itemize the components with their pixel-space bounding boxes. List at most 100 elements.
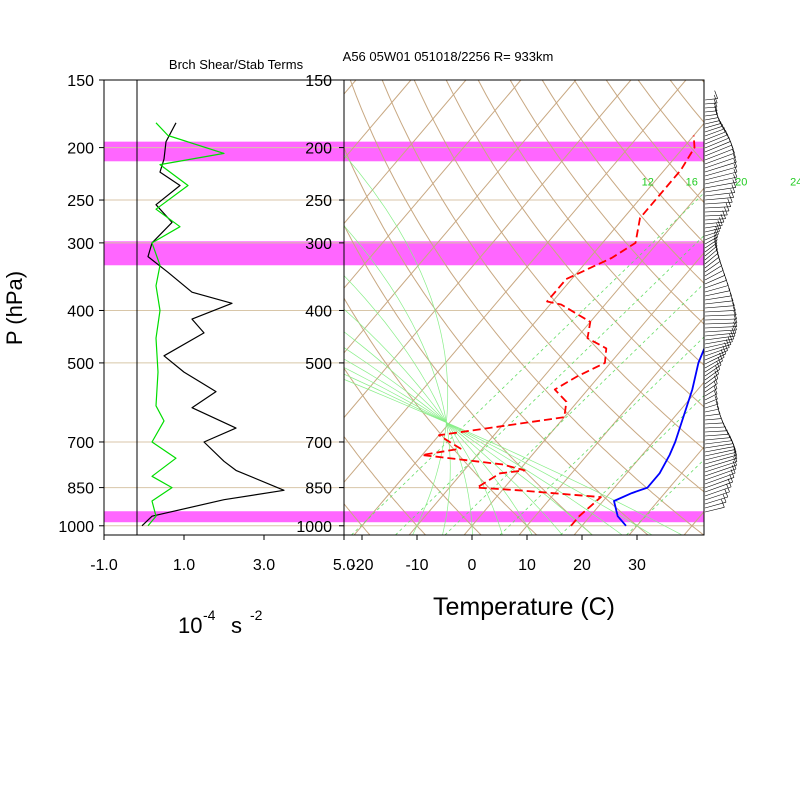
wind-barb-flag — [727, 478, 732, 488]
moist-adiabat-lines — [344, 153, 683, 535]
wind-barb — [704, 113, 718, 117]
wind-barb — [704, 357, 725, 369]
left-series-line — [141, 122, 285, 527]
wind-barb — [704, 285, 729, 293]
right-x-axis-label: Temperature (C) — [433, 593, 615, 621]
wind-barb — [704, 171, 738, 181]
wind-barb-flag — [730, 469, 735, 478]
wind-barb-flag — [724, 342, 728, 351]
mixing-ratio-line — [499, 336, 704, 535]
isotherm — [344, 80, 522, 289]
wind-barb-flag — [720, 349, 725, 358]
right-y-tick-label: 1000 — [296, 519, 332, 536]
mixing-ratio-label: 16 — [686, 176, 698, 188]
wind-barb — [704, 408, 720, 413]
wind-barb — [704, 507, 725, 513]
mixing-ratio-label: 12 — [642, 176, 654, 188]
wind-barb-flag — [725, 202, 730, 212]
mixing-ratio-label: 20 — [735, 176, 747, 188]
right-x-tick-label: 30 — [628, 557, 646, 574]
dry-adiabat — [445, 80, 704, 408]
wind-barb — [704, 481, 733, 493]
mixing-ratio-lines — [351, 192, 704, 535]
wind-barb — [704, 148, 734, 161]
wind-barb — [704, 403, 719, 409]
wind-barb-flag — [732, 306, 737, 315]
wind-barb-flag — [720, 121, 724, 130]
wind-barb-flag — [726, 429, 731, 438]
right-y-tick-label: 300 — [305, 236, 332, 253]
moist-adiabat — [344, 308, 503, 535]
wind-barb-flag — [733, 318, 738, 327]
moist-adiabat — [344, 378, 683, 535]
isotherm — [344, 80, 412, 160]
left-y-tick-labels: 150 200 250 300 400 500 700 850 1000 — [58, 73, 104, 536]
moist-adiabat — [344, 347, 563, 535]
wind-barb — [704, 398, 718, 405]
wind-barb — [704, 280, 727, 289]
wind-barb — [704, 260, 721, 273]
left-x-axis-label-exp: -4 — [203, 607, 216, 623]
wind-barb-flag — [723, 422, 727, 431]
wind-barb-flag — [714, 241, 718, 250]
dry-adiabat — [701, 80, 704, 84]
mixing-ratio-line — [626, 459, 704, 535]
mixing-ratio-line — [560, 395, 704, 535]
wind-barb-flag — [713, 234, 718, 243]
wind-barb — [704, 360, 723, 373]
highlight-band — [104, 241, 704, 266]
wind-barb — [704, 245, 718, 257]
dry-adiabat — [413, 80, 704, 450]
wind-barb-flag — [718, 118, 723, 127]
wind-barb — [704, 201, 733, 205]
right-y-tick-label: 500 — [305, 356, 332, 373]
wind-barb — [704, 117, 719, 121]
moist-adiabat — [344, 373, 653, 535]
wind-barb-flag — [733, 158, 738, 168]
wind-barb — [704, 335, 736, 341]
wind-barb-flag — [725, 339, 730, 348]
wind-barb-flag — [724, 488, 729, 498]
highlight-band — [104, 141, 704, 162]
right-pressure-gridlines — [344, 147, 704, 527]
wind-barb-flag — [729, 333, 733, 342]
wind-barb-flag — [731, 464, 736, 474]
wind-barb — [704, 464, 737, 477]
wind-barb-flag — [722, 210, 726, 219]
dry-adiabat — [509, 80, 704, 325]
wind-barb — [704, 388, 718, 397]
dry-adiabat-lines — [344, 80, 704, 535]
wind-barb — [704, 446, 735, 453]
wind-barb — [704, 477, 735, 489]
isotherm — [794, 80, 800, 535]
dry-adiabat — [344, 367, 482, 535]
left-pressure-gridlines — [104, 147, 344, 527]
wind-barb — [704, 347, 730, 357]
left-x-axis-label-unit: s — [231, 613, 242, 638]
wind-barb — [704, 120, 720, 125]
right-y-tick-label: 250 — [305, 193, 332, 210]
mixing-ratio-label: 24 — [790, 176, 800, 188]
wind-barb-flag — [730, 189, 734, 198]
wind-barb-flag — [724, 206, 728, 216]
wind-barb — [704, 341, 733, 349]
left-y-axis-label: P (hPa) — [2, 271, 27, 345]
wind-barb — [704, 134, 727, 145]
left-x-axis-label-base: 10 — [178, 613, 202, 638]
isotherm — [739, 80, 800, 535]
wind-barb — [704, 486, 732, 497]
wind-barb-flag — [722, 345, 727, 354]
wind-barb — [704, 126, 722, 133]
left-series-line — [147, 122, 225, 527]
wind-barb — [704, 440, 732, 445]
wind-barb — [704, 161, 737, 173]
wind-barb — [704, 197, 734, 201]
left-x-tick-labels: -1.0 1.0 3.0 5.0 — [90, 535, 355, 574]
left-x-tick-label: -1.0 — [90, 557, 118, 574]
wind-barb — [704, 454, 737, 465]
wind-barb-flag — [733, 169, 738, 178]
wind-barb — [704, 326, 737, 329]
wind-barb — [704, 214, 728, 217]
mixing-ratio-line — [351, 192, 704, 535]
